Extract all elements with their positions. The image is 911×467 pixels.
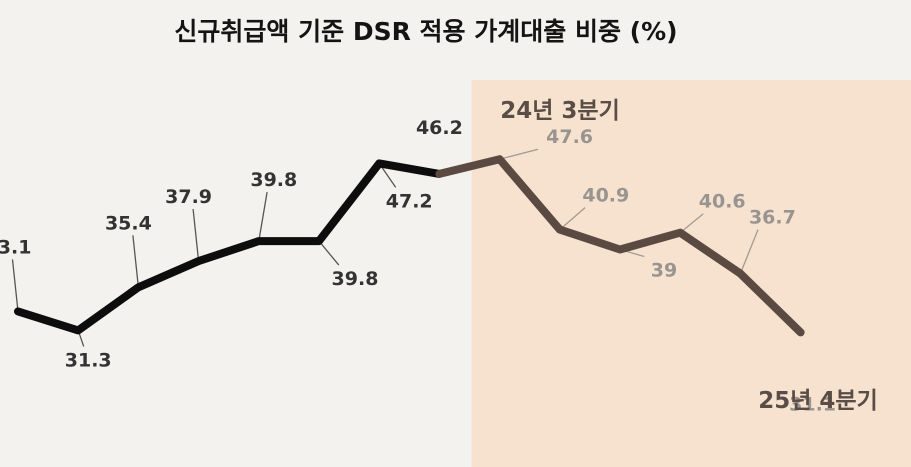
data-label-9: 40.9 — [582, 185, 629, 207]
data-labels: 33.1 31.3 35.4 37.9 39.8 39.8 47.2 46.2 47.6 40.9… — [0, 117, 836, 416]
leader-line-2 — [132, 235, 140, 288]
data-label-3: 37.9 — [165, 186, 212, 208]
period-end-label: 25년 4분기 — [758, 388, 878, 414]
data-label-12: 36.7 — [749, 207, 796, 229]
series-line-highlight — [435, 155, 805, 337]
leader-line-0 — [11, 259, 19, 312]
leader-line-11 — [679, 213, 704, 234]
data-label-10: 39 — [651, 260, 677, 282]
leader-line-5 — [318, 240, 340, 266]
data-label-4: 39.8 — [250, 169, 297, 191]
data-label-1: 31.3 — [65, 349, 112, 371]
leader-line-3 — [192, 209, 200, 262]
data-label-6: 47.2 — [386, 190, 433, 212]
leader-line-4 — [258, 191, 268, 242]
leader-line-9 — [559, 207, 586, 231]
series-line — [14, 159, 444, 335]
data-label-11: 40.6 — [699, 191, 746, 213]
data-label-2: 35.4 — [105, 212, 152, 234]
leader-lines — [11, 148, 759, 347]
data-label-8: 47.6 — [546, 126, 593, 148]
chart-title: 신규취급액 기준 DSR 적용 가계대출 비중 (%) — [174, 17, 677, 46]
leader-line-12 — [739, 229, 759, 274]
highlight-band — [471, 80, 911, 467]
period-start-label: 24년 3분기 — [500, 98, 620, 124]
data-label-0: 33.1 — [0, 236, 31, 258]
leader-line-8 — [499, 148, 539, 160]
data-label-7: 46.2 — [416, 117, 463, 139]
data-label-13: 31.1 — [789, 393, 836, 415]
data-label-5: 39.8 — [332, 268, 379, 290]
